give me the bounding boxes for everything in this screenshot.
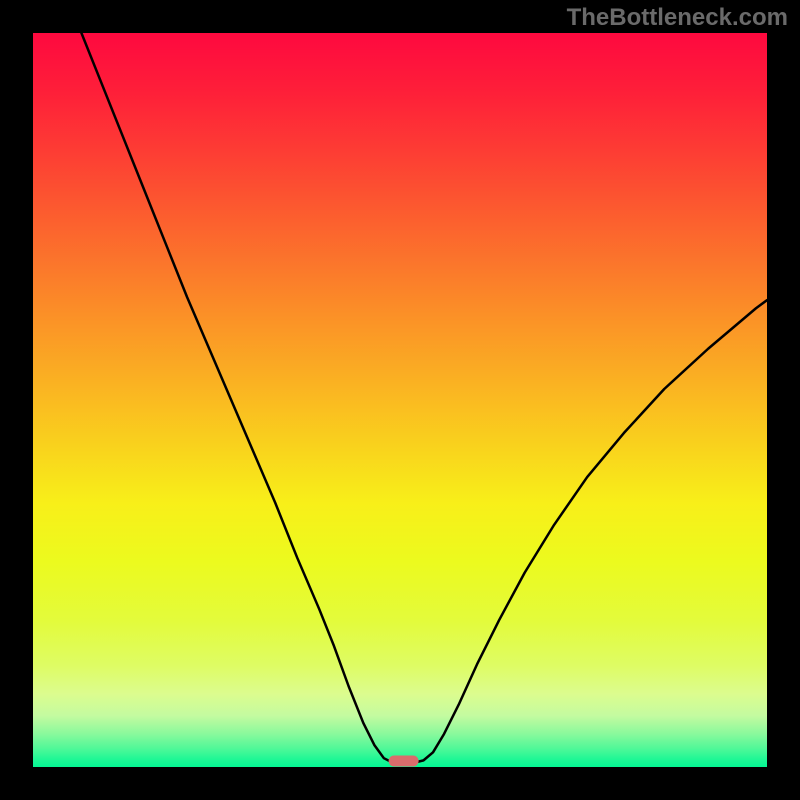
watermark-text: TheBottleneck.com	[567, 4, 788, 32]
bottleneck-curve	[33, 33, 767, 767]
plot-area	[33, 33, 767, 767]
optimal-point-marker	[388, 756, 419, 767]
chart-container: TheBottleneck.com	[0, 0, 800, 800]
